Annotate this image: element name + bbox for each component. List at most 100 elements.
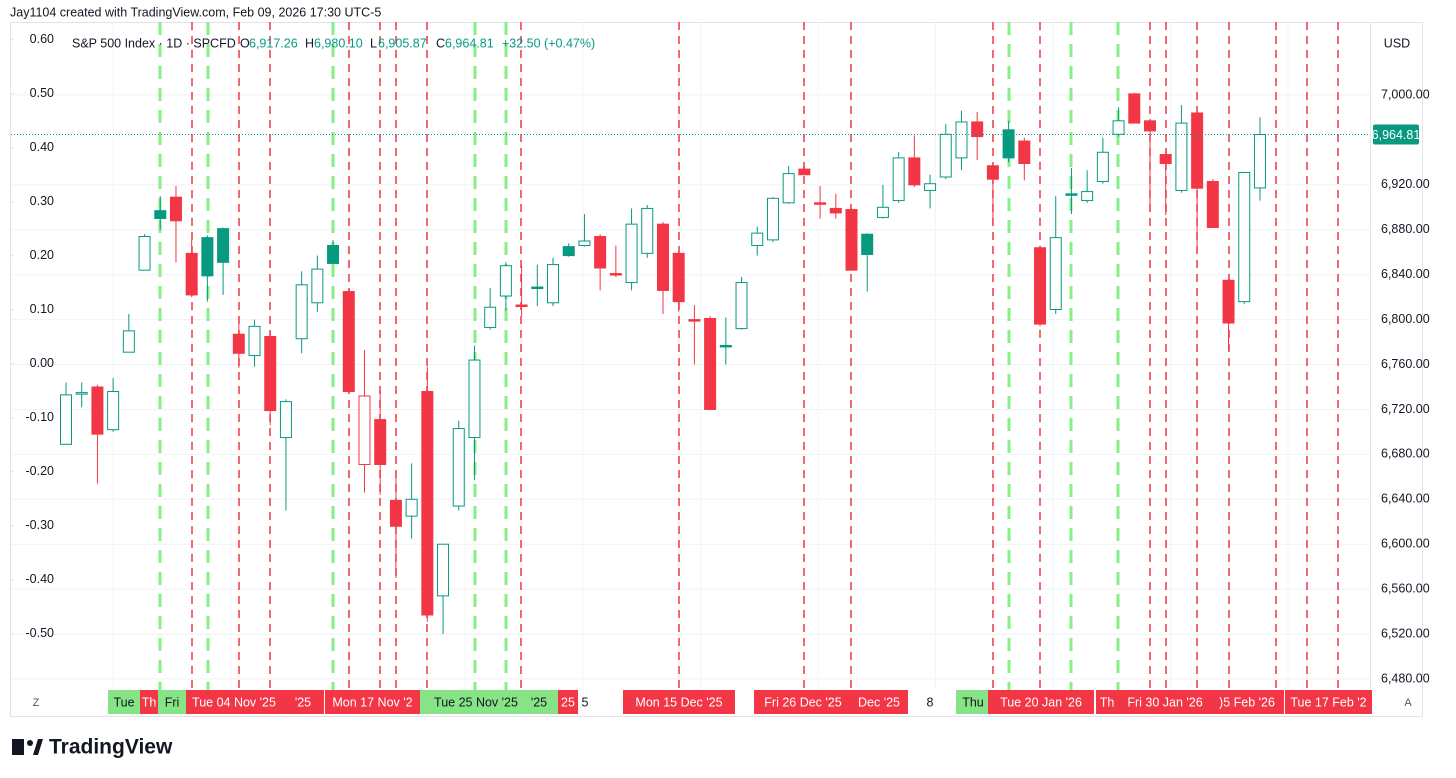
candle-body [656,223,669,291]
legend-low: 6,905.87 [378,36,427,50]
legend-open: 6,917.26 [249,36,298,50]
y2-tick-label: 6,600.00 [1381,537,1430,551]
header: Jay1104 created with TradingView.com, Fe… [10,5,381,19]
candle-body [1253,134,1266,189]
y-tick-label: 0.30 [30,194,54,208]
x-label: Th [142,695,157,709]
tv-logo [12,739,43,755]
candle-body [248,325,261,357]
date-label-box [520,690,558,714]
candle-body [641,207,654,254]
y-tick-label: 0.00 [30,356,54,370]
x-label: Tue [113,695,134,709]
corner-button[interactable]: Z [33,697,40,709]
candle-body [955,121,968,159]
chart-frame [10,22,1423,717]
date-label-box [1118,690,1212,714]
candle-body [515,304,528,308]
candle-body [971,121,984,138]
x-label: Fri [165,695,180,709]
y2-tick-label: 6,480.00 [1381,671,1430,685]
x-label: Fri 26 Dec '25 [764,695,841,709]
date-label-box [282,690,324,714]
y2-tick-label: 6,840.00 [1381,267,1430,281]
candle-body [1238,171,1251,303]
currency: USD [1384,36,1410,50]
legend-symbol: S&P 500 Index · 1D · SPCFD [72,36,236,50]
x-label: )5 Feb '26 [1219,695,1275,709]
candle-body [939,133,952,178]
candle-body [609,273,622,276]
legend-high: 6,980.10 [314,36,363,50]
candle-body [1159,154,1172,165]
y-tick-label: 0.50 [30,86,54,100]
candle-body [1191,112,1204,189]
candle-body [1034,247,1047,325]
x-label: 25 [561,695,575,709]
candle-body [814,202,827,205]
legend-o: O [240,36,250,50]
date-label-box [956,690,990,714]
candle-body [1065,193,1078,196]
y2-tick-label: 6,720.00 [1381,402,1430,416]
candle-body [484,306,497,328]
candle-body [876,206,889,218]
date-label-box [325,690,420,714]
date-label-box [186,690,282,714]
x-label: Tue 04 Nov '25 [192,695,276,709]
x-label: Tue 17 Feb '2 [1290,695,1366,709]
candle-body [688,319,701,322]
y-tick-label: 0.10 [30,302,54,316]
date-label-box [108,690,140,714]
x-label: '25 [295,695,311,709]
date-label-box [1285,690,1372,714]
y-tick-label: -0.50 [26,626,55,640]
y-tick-label: 0.60 [30,32,54,46]
candle-body [60,394,72,445]
y2-tick-label: 6,760.00 [1381,357,1430,371]
candle-body [829,207,842,214]
candle-body [1018,140,1031,165]
candle-body [311,268,324,304]
candle-body [169,196,182,222]
candle-body [185,252,198,296]
candle-body [201,237,214,277]
candle-body [594,236,607,269]
candle-body [704,317,717,410]
candle-body [342,291,355,392]
y-tick-label: -0.30 [26,518,55,532]
x-label: 8 [927,695,934,709]
y2-tick-label: 6,920.00 [1381,177,1430,191]
candle-body [1049,237,1062,311]
date-label-box [140,690,158,714]
candle-body [405,498,418,517]
x-label: Mon 15 Dec '25 [635,695,722,709]
candle-body [672,252,685,303]
x-label: Th [1100,695,1115,709]
date-label-box [1210,690,1284,714]
candle-body [264,335,277,412]
candle-body [735,282,748,330]
x-label: Thu [962,695,984,709]
candle-body [578,240,591,246]
candle-body [389,499,402,527]
candle-body [1096,151,1109,182]
candle-body [1081,191,1094,202]
y2-tick-label: 6,680.00 [1381,447,1430,461]
y2-tick-label: 6,800.00 [1381,312,1430,326]
legend-close: 6,964.81 [445,36,494,50]
candle-body [358,395,371,465]
date-label-box [988,690,1094,714]
date-label-box [420,690,532,714]
x-label: '25 [531,695,547,709]
date-label-box [850,690,908,714]
candle-body [751,232,764,246]
y-tick-label: -0.40 [26,572,55,586]
y2-tick-label: 6,560.00 [1381,581,1430,595]
candle-body [138,236,151,271]
date-label-box [623,690,735,714]
y2-tick-label: 6,520.00 [1381,626,1430,640]
corner-button[interactable]: A [1404,697,1412,709]
